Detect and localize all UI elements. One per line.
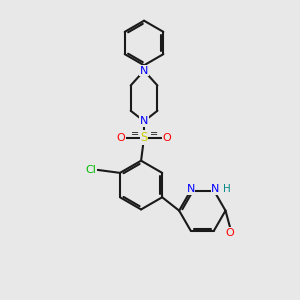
Text: H: H — [223, 184, 230, 194]
Text: O: O — [163, 133, 171, 142]
Text: Cl: Cl — [86, 165, 97, 175]
Text: O: O — [117, 133, 125, 142]
Text: N: N — [187, 184, 195, 194]
Text: =: = — [130, 129, 139, 139]
Text: N: N — [140, 66, 148, 76]
Text: N: N — [140, 116, 148, 126]
Text: N: N — [211, 184, 220, 194]
Text: =: = — [149, 129, 158, 139]
Text: S: S — [140, 131, 148, 144]
Text: O: O — [226, 228, 234, 238]
